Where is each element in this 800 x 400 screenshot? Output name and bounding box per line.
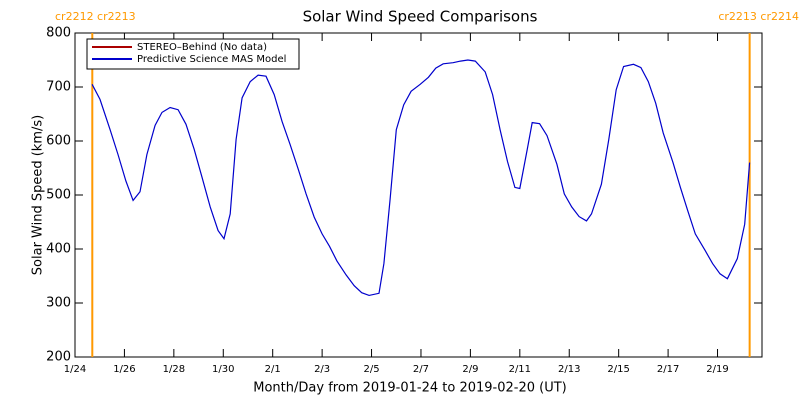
y-tick-label: 600: [46, 134, 71, 149]
y-tick-label: 700: [46, 80, 71, 95]
carrington-label: cr2212 cr2213: [55, 10, 136, 23]
x-tick-label: 2/17: [657, 364, 679, 375]
x-tick-label: 1/28: [163, 364, 185, 375]
x-tick-label: 1/26: [113, 364, 135, 375]
y-tick-label: 800: [46, 26, 71, 41]
x-tick-label: 2/1: [265, 364, 281, 375]
carrington-label: cr2213 cr2214: [718, 10, 799, 23]
x-tick-label: 2/5: [363, 364, 379, 375]
legend-box: [86, 38, 300, 70]
x-tick-label: 2/11: [509, 364, 531, 375]
x-tick-label: 1/24: [64, 364, 86, 375]
x-tick-label: 2/19: [706, 364, 728, 375]
y-axis-label: Solar Wind Speed (km/s): [31, 115, 46, 275]
plot-frame: [74, 32, 763, 358]
y-tick-label: 300: [46, 296, 71, 311]
legend-label: Predictive Science MAS Model: [137, 54, 286, 65]
x-tick-label: 2/7: [413, 364, 429, 375]
x-tick-label: 2/3: [314, 364, 330, 375]
legend-label: STEREO–Behind (No data): [137, 42, 267, 53]
x-tick-label: 2/15: [607, 364, 629, 375]
x-axis-label: Month/Day from 2019-01-24 to 2019-02-20 …: [253, 381, 566, 396]
y-tick-label: 200: [46, 350, 71, 365]
y-tick-label: 500: [46, 188, 71, 203]
y-tick-label: 400: [46, 242, 71, 257]
x-tick-label: 1/30: [212, 364, 234, 375]
series-line: [91, 59, 751, 297]
x-tick-label: 2/9: [462, 364, 478, 375]
chart-title: Solar Wind Speed Comparisons: [303, 8, 538, 26]
x-tick-label: 2/13: [558, 364, 580, 375]
